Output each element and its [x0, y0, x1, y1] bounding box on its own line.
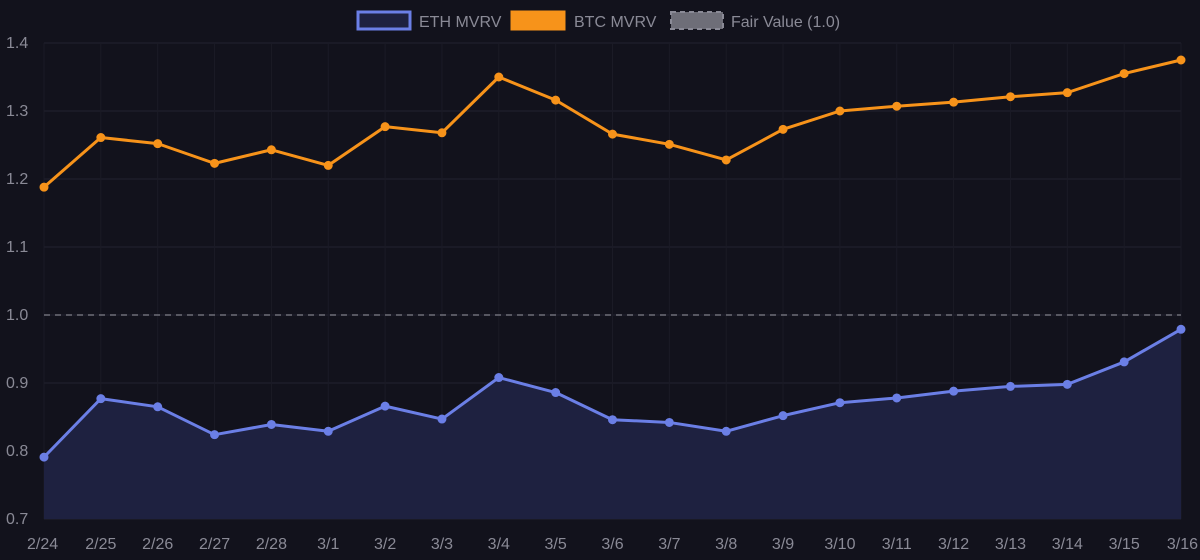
y-axis-ticks: 0.7 0.8 0.9 1.0 1.1 1.2 1.3 1.4: [6, 35, 28, 528]
btc-point[interactable]: [835, 106, 845, 116]
x-tick-label: 3/15: [1109, 536, 1140, 553]
btc-point[interactable]: [1176, 55, 1186, 65]
x-tick-label: 3/13: [995, 536, 1026, 553]
y-tick-label: 0.7: [6, 511, 28, 528]
btc-point[interactable]: [494, 72, 504, 82]
series-points: [39, 55, 1186, 462]
eth-point[interactable]: [778, 411, 788, 421]
btc-point[interactable]: [1062, 88, 1072, 98]
eth-point[interactable]: [1062, 379, 1072, 389]
btc-point[interactable]: [1119, 69, 1129, 79]
btc-point[interactable]: [949, 97, 959, 107]
eth-point[interactable]: [892, 393, 902, 403]
eth-point[interactable]: [380, 401, 390, 411]
eth-point[interactable]: [1005, 381, 1015, 391]
x-tick-label: 3/14: [1052, 536, 1083, 553]
x-axis-ticks: 2/24 2/25 2/26 2/27 2/28 3/1 3/2 3/3 3/4 3/5 3/6 3/…: [27, 536, 1198, 553]
eth-point[interactable]: [721, 426, 731, 436]
x-tick-label: 3/6: [601, 536, 623, 553]
eth-point[interactable]: [1176, 324, 1186, 334]
x-tick-label: 2/25: [85, 536, 116, 553]
btc-point[interactable]: [721, 155, 731, 165]
eth-point[interactable]: [153, 402, 163, 412]
eth-point[interactable]: [323, 426, 333, 436]
x-tick-label: 3/5: [545, 536, 567, 553]
x-tick-label: 3/4: [488, 536, 510, 553]
btc-point[interactable]: [892, 101, 902, 111]
legend-swatch-eth: [356, 10, 412, 31]
legend-label-fair-value: Fair Value (1.0): [731, 14, 840, 31]
legend-label-eth: ETH MVRV: [419, 14, 502, 31]
btc-point[interactable]: [266, 145, 276, 155]
btc-point[interactable]: [323, 160, 333, 170]
x-tick-label: 3/9: [772, 536, 794, 553]
legend: ETH MVRV BTC MVRV Fair Value (1.0): [356, 10, 840, 31]
btc-point[interactable]: [778, 124, 788, 134]
x-tick-label: 3/8: [715, 536, 737, 553]
btc-point[interactable]: [664, 139, 674, 149]
btc-point[interactable]: [96, 133, 106, 143]
y-tick-label: 0.9: [6, 375, 28, 392]
btc-point[interactable]: [608, 129, 617, 139]
x-tick-label: 3/3: [431, 536, 453, 553]
btc-point[interactable]: [437, 128, 447, 138]
eth-point[interactable]: [608, 415, 617, 425]
x-tick-label: 3/2: [374, 536, 396, 553]
x-tick-label: 2/27: [199, 536, 230, 553]
btc-point[interactable]: [551, 95, 561, 105]
eth-point[interactable]: [96, 394, 106, 404]
legend-item-eth[interactable]: ETH MVRV: [356, 10, 502, 31]
x-tick-label: 2/24: [27, 536, 58, 553]
y-tick-label: 1.3: [6, 103, 28, 120]
eth-point[interactable]: [266, 419, 276, 429]
eth-point[interactable]: [949, 386, 959, 396]
x-tick-label: 3/11: [882, 536, 912, 553]
btc-point[interactable]: [1005, 92, 1015, 102]
y-tick-label: 1.2: [6, 171, 28, 188]
x-tick-label: 3/16: [1167, 536, 1198, 553]
y-tick-label: 0.8: [6, 443, 28, 460]
btc-point[interactable]: [380, 122, 390, 132]
eth-point[interactable]: [494, 373, 504, 383]
x-tick-label: 2/26: [142, 536, 173, 553]
legend-item-btc[interactable]: BTC MVRV: [510, 10, 657, 31]
legend-swatch-fair-value: [670, 11, 724, 30]
btc-point[interactable]: [153, 139, 163, 149]
eth-point[interactable]: [664, 417, 674, 427]
x-tick-label: 3/10: [824, 536, 855, 553]
x-tick-label: 3/7: [658, 536, 680, 553]
y-tick-label: 1.1: [6, 239, 28, 256]
x-tick-label: 3/1: [317, 536, 339, 553]
legend-item-fair-value[interactable]: Fair Value (1.0): [670, 11, 840, 31]
legend-swatch-btc: [510, 10, 566, 31]
x-tick-label: 3/12: [938, 536, 969, 553]
y-tick-label: 1.4: [6, 35, 28, 52]
y-tick-label: 1.0: [6, 307, 28, 324]
eth-point[interactable]: [551, 388, 561, 398]
btc-point[interactable]: [39, 182, 49, 192]
btc-point[interactable]: [210, 158, 220, 168]
legend-label-btc: BTC MVRV: [574, 14, 657, 31]
eth-point[interactable]: [210, 430, 220, 440]
x-tick-label: 2/28: [256, 536, 287, 553]
eth-point[interactable]: [835, 398, 845, 408]
eth-point[interactable]: [437, 414, 447, 424]
eth-point[interactable]: [1119, 357, 1129, 367]
eth-point[interactable]: [39, 452, 49, 462]
